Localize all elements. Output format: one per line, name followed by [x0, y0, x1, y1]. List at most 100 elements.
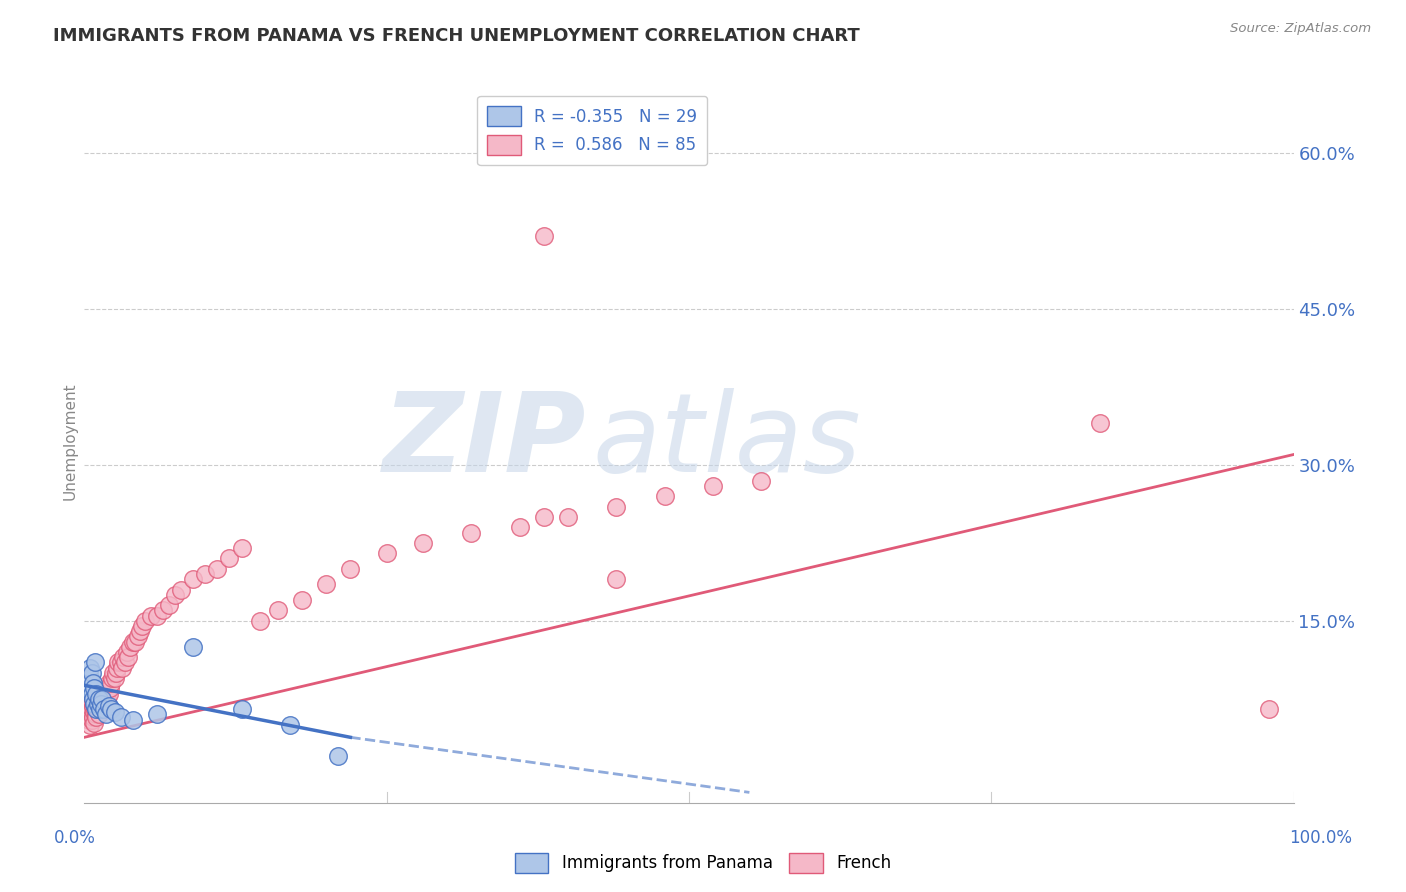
Point	[291, 593, 314, 607]
Point	[79, 697, 101, 711]
Point	[375, 546, 398, 560]
Point	[120, 640, 142, 654]
Point	[117, 650, 139, 665]
Point	[110, 656, 132, 670]
Point	[86, 687, 108, 701]
Point	[104, 671, 127, 685]
Point	[249, 614, 271, 628]
Point	[103, 665, 125, 680]
Point	[86, 709, 108, 723]
Point	[94, 687, 117, 701]
Point	[79, 718, 101, 732]
Point	[94, 681, 117, 696]
Point	[87, 697, 110, 711]
Point	[97, 699, 120, 714]
Point	[1088, 417, 1111, 431]
Point	[146, 707, 169, 722]
Point	[86, 699, 108, 714]
Text: 100.0%: 100.0%	[1289, 829, 1353, 847]
Point	[93, 697, 115, 711]
Point	[112, 650, 135, 665]
Point	[131, 619, 153, 633]
Point	[77, 713, 100, 727]
Point	[460, 525, 482, 540]
Legend: Immigrants from Panama, French: Immigrants from Panama, French	[509, 847, 897, 880]
Point	[105, 660, 128, 674]
Point	[82, 709, 104, 723]
Point	[93, 687, 115, 701]
Point	[146, 608, 169, 623]
Point	[278, 718, 301, 732]
Point	[139, 608, 162, 623]
Point	[751, 474, 773, 488]
Point	[84, 695, 107, 709]
Point	[339, 562, 361, 576]
Point	[107, 656, 129, 670]
Point	[315, 577, 337, 591]
Point	[93, 702, 115, 716]
Point	[84, 702, 107, 716]
Point	[86, 697, 108, 711]
Text: Source: ZipAtlas.com: Source: ZipAtlas.com	[1230, 22, 1371, 36]
Point	[111, 660, 134, 674]
Point	[82, 676, 104, 690]
Point	[165, 588, 187, 602]
Point	[82, 699, 104, 714]
Point	[702, 479, 724, 493]
Point	[86, 695, 108, 709]
Point	[84, 656, 107, 670]
Legend: R = -0.355   N = 29, R =  0.586   N = 85: R = -0.355 N = 29, R = 0.586 N = 85	[478, 95, 707, 165]
Point	[605, 500, 627, 514]
Point	[87, 707, 110, 722]
Point	[328, 749, 350, 764]
Point	[83, 697, 105, 711]
Point	[77, 702, 100, 716]
Point	[654, 489, 676, 503]
Text: 0.0%: 0.0%	[53, 829, 96, 847]
Point	[97, 687, 120, 701]
Point	[90, 697, 112, 711]
Point	[79, 707, 101, 722]
Point	[94, 707, 117, 722]
Point	[231, 541, 253, 555]
Point	[509, 520, 531, 534]
Point	[86, 702, 108, 716]
Point	[83, 681, 105, 696]
Point	[121, 634, 143, 648]
Point	[127, 630, 149, 644]
Point	[533, 229, 555, 244]
Point	[157, 599, 180, 613]
Point	[77, 707, 100, 722]
Point	[80, 702, 103, 716]
Point	[86, 707, 108, 722]
Point	[91, 691, 114, 706]
Point	[231, 702, 253, 716]
Point	[80, 665, 103, 680]
Point	[104, 706, 127, 720]
Point	[90, 697, 112, 711]
Point	[181, 572, 204, 586]
Point	[181, 640, 204, 654]
Point	[89, 691, 111, 706]
Point	[412, 536, 434, 550]
Point	[152, 603, 174, 617]
Point	[91, 691, 114, 706]
Point	[83, 697, 105, 711]
Point	[557, 509, 579, 524]
Point	[79, 660, 101, 674]
Point	[194, 567, 217, 582]
Point	[80, 695, 103, 709]
Point	[79, 681, 101, 696]
Point	[100, 702, 122, 716]
Point	[97, 676, 120, 690]
Point	[83, 715, 105, 730]
Point	[89, 702, 111, 716]
Point	[90, 687, 112, 701]
Point	[86, 702, 108, 716]
Point	[91, 702, 114, 716]
Point	[83, 706, 105, 720]
Point	[101, 671, 124, 685]
Text: ZIP: ZIP	[382, 388, 586, 495]
Text: IMMIGRANTS FROM PANAMA VS FRENCH UNEMPLOYMENT CORRELATION CHART: IMMIGRANTS FROM PANAMA VS FRENCH UNEMPLO…	[53, 27, 860, 45]
Point	[115, 645, 138, 659]
